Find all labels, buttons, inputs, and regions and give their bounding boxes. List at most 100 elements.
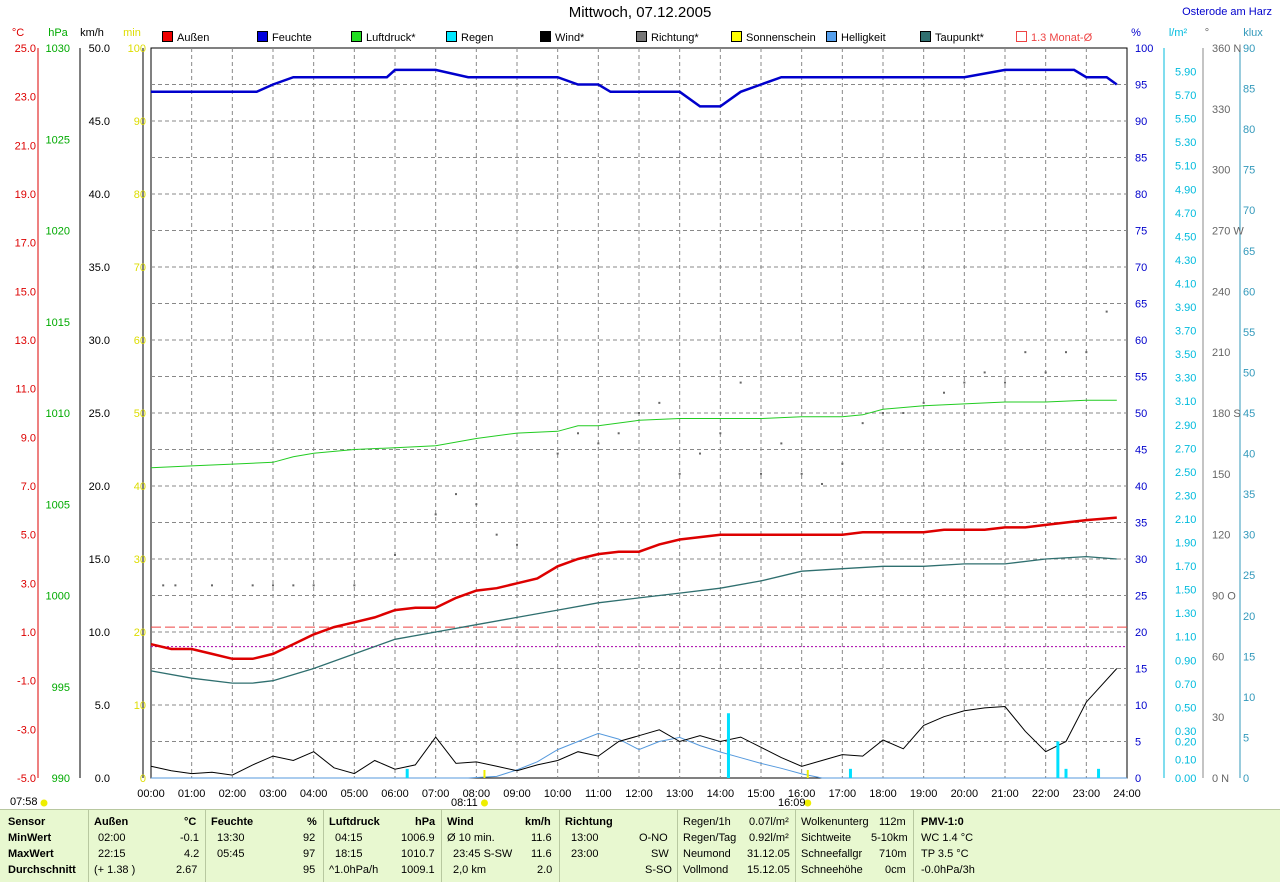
axis-unit-header: l/m²: [1169, 27, 1188, 39]
legend-label: Wind*: [555, 32, 585, 44]
col-richtung: Richtung 13:00 O-NO 23:00 SW S-SO: [559, 810, 678, 882]
feuchte-max-time: 05:45: [217, 848, 245, 860]
wind-tick-label: 30.0: [89, 335, 110, 347]
direction-point: [638, 412, 640, 414]
humidity-tick-label: 10: [1135, 700, 1147, 712]
rain-tick-label: 2.50: [1175, 467, 1196, 479]
rain-tick-label: 4.90: [1175, 184, 1196, 196]
humidity-tick-label: 40: [1135, 481, 1147, 493]
statistics-table: Sensor MinWert MaxWert Durchschnitt Auße…: [0, 809, 1280, 882]
feuchte-avg-val: 95: [303, 864, 316, 876]
legend-swatch: [446, 31, 457, 42]
humidity-tick-label: 75: [1135, 226, 1147, 238]
x-tick-label: 23:00: [1073, 788, 1101, 800]
luftdruck-max-val: 1010.7: [401, 848, 435, 860]
direction-point: [861, 422, 864, 425]
legend-label: Luftdruck*: [366, 32, 416, 44]
x-tick-label: 16:00: [788, 788, 816, 800]
light-tick-label: 50: [1243, 367, 1255, 379]
direction-point: [719, 432, 722, 435]
luftdruck-min-time: 04:15: [335, 832, 363, 844]
legend-swatch: [540, 31, 551, 42]
x-tick-label: 21:00: [991, 788, 1019, 800]
rain-tick-label: 1.50: [1175, 585, 1196, 597]
light-tick-label: 60: [1243, 286, 1255, 298]
humidity-tick-label: 35: [1135, 518, 1147, 530]
wind-row1-val: 11.6: [531, 832, 552, 844]
sun-tick-label: 40: [134, 481, 146, 493]
legend-label: Außen: [177, 32, 210, 44]
legend-item: Luftdruck*: [351, 31, 416, 44]
col-luftdruck: Luftdruck hPa 04:15 1006.9 18:15 1010.7 …: [323, 810, 442, 882]
col-wind: Wind km/h Ø 10 min. 11.6 23:45 S-SW 11.6…: [441, 810, 560, 882]
humidity-tick-label: 45: [1135, 445, 1147, 457]
wind-head: Wind: [447, 816, 474, 828]
axis-unit-header: °: [1205, 27, 1209, 39]
rain-tick-label: 3.50: [1175, 349, 1196, 361]
axis-unit-header: km/h: [80, 27, 104, 39]
humidity-tick-label: 55: [1135, 372, 1147, 384]
regen-tag-label: Regen/Tag: [683, 832, 737, 844]
sunrise-time: 07:58: [10, 796, 38, 808]
direction-point: [780, 442, 783, 445]
direction-tick-label: 90 O: [1212, 591, 1236, 603]
direction-point: [516, 543, 518, 546]
wind-tick-label: 0.0: [95, 773, 110, 785]
direction-point: [821, 482, 823, 485]
sunrise-marker: [40, 799, 48, 807]
col-feuchte: Feuchte % 13:30 92 05:45 97 95: [205, 810, 324, 882]
direction-tick-label: 210: [1212, 347, 1230, 359]
legend-swatch: [351, 31, 362, 42]
humidity-tick-label: 5: [1135, 737, 1141, 749]
richtung-avg-val: S-SO: [645, 864, 672, 876]
rain-tick-label: 1.70: [1175, 561, 1196, 573]
direction-point: [841, 462, 844, 465]
x-tick-label: 00:00: [137, 788, 165, 800]
direction-point: [699, 452, 701, 455]
legend-swatch: [162, 31, 173, 42]
direction-point: [162, 584, 165, 587]
schneefall-label: Schneefallgr: [801, 848, 863, 860]
rain-tick-label: 0.90: [1175, 655, 1196, 667]
sunset-time: 16:09: [778, 797, 806, 809]
sun-tick-label: 100: [128, 43, 146, 55]
humidity-series-line: [151, 68, 1118, 108]
wind-tick-label: 15.0: [89, 554, 110, 566]
light-tick-label: 40: [1243, 449, 1255, 461]
regen-1h-val: 0.07l/m²: [749, 816, 789, 828]
rain-tick-label: 1.90: [1175, 538, 1196, 550]
temp-tick-label: 1.0: [21, 627, 36, 639]
x-tick-label: 08:00: [463, 788, 491, 800]
direction-tick-label: 180 S: [1212, 408, 1241, 420]
light-tick-label: 55: [1243, 327, 1255, 339]
rain-bar: [726, 713, 730, 778]
direction-point: [760, 472, 762, 475]
direction-point: [1065, 351, 1067, 354]
legend-item: Wind*: [540, 31, 584, 44]
direction-point: [272, 584, 274, 587]
aussen-trend: (+ 1.38 ): [94, 864, 136, 876]
x-tick-label: 07:00: [422, 788, 450, 800]
rain-bar: [1064, 768, 1068, 778]
temp-tick-label: 21.0: [15, 140, 36, 152]
direction-tick-label: 360 N: [1212, 43, 1241, 55]
rain-tick-label: 1.10: [1175, 632, 1196, 644]
direction-point: [882, 412, 884, 414]
direction-point: [902, 412, 905, 414]
sun-bar: [483, 770, 486, 778]
direction-point: [475, 503, 478, 506]
wind-row2-label: 23:45 S-SW: [453, 848, 513, 860]
rain-tick-label: 4.70: [1175, 208, 1196, 220]
pressure-tick-label: 1030: [46, 43, 70, 55]
wind-tick-label: 50.0: [89, 43, 110, 55]
legend-label: Regen: [461, 32, 494, 44]
pressure-tick-label: 1020: [46, 226, 70, 238]
axis-unit-header: klux: [1243, 27, 1263, 39]
rain-bar: [1097, 768, 1101, 778]
direction-point: [678, 472, 681, 475]
legend-swatch: [731, 31, 742, 42]
aussen-min-time: 02:00: [98, 832, 126, 844]
direction-point: [658, 401, 661, 404]
legend-swatch: [1016, 31, 1027, 42]
luftdruck-trend: ^1.0hPa/h: [329, 864, 379, 876]
